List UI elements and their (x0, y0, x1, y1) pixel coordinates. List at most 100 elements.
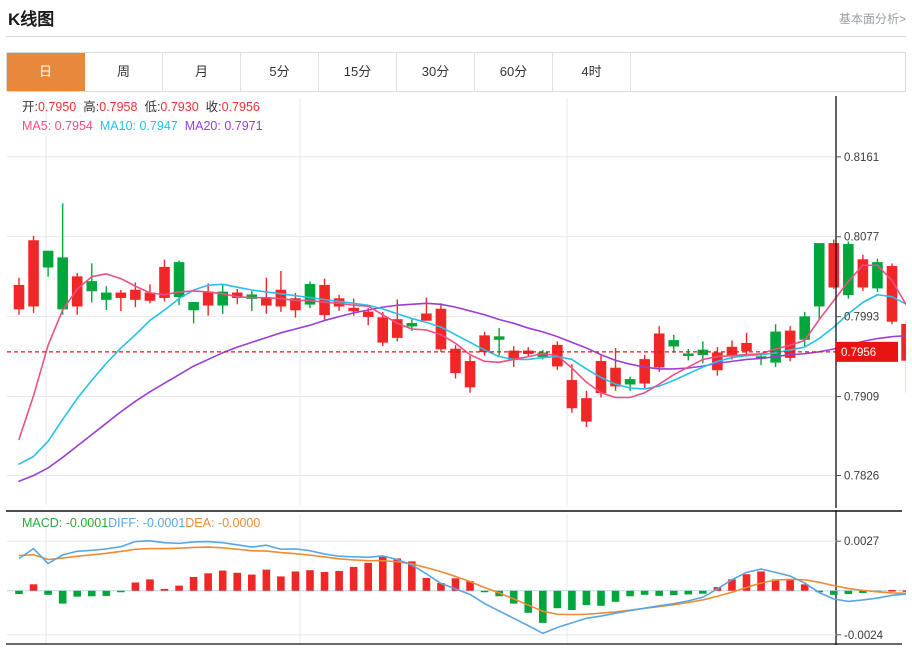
macd-histogram-bar (408, 561, 416, 591)
header-divider (6, 36, 906, 37)
macd-histogram-bar (175, 585, 183, 591)
kline-chart-svg[interactable]: 0.8161 0.8077 0.7993 0.7909 0.7826 0.7956 0.00… (6, 92, 906, 645)
candle-body[interactable] (421, 313, 432, 321)
page-title: K线图 (8, 10, 55, 29)
macd-histogram-bar (437, 583, 445, 591)
macd-histogram-bar (204, 573, 212, 591)
candle-body[interactable] (71, 276, 83, 307)
macd-histogram-bar (684, 590, 693, 595)
candle-body[interactable] (828, 243, 840, 288)
macd-histogram-bar (320, 572, 329, 591)
macd-histogram-bar (364, 562, 372, 591)
macd-histogram-bar (728, 579, 736, 591)
candle-body[interactable] (610, 367, 621, 387)
candle-body[interactable] (639, 359, 650, 384)
macd-histogram-bar (597, 590, 605, 606)
tab-周[interactable]: 周 (85, 53, 163, 91)
candle-body[interactable] (115, 292, 127, 298)
macd-histogram-bar (131, 582, 140, 591)
macd-histogram-bar (146, 579, 154, 591)
macd-histogram-bar (800, 584, 809, 591)
candle-body[interactable] (188, 302, 199, 311)
macd-histogram-bar (582, 590, 591, 606)
macd-histogram-bar (669, 590, 678, 596)
current-price-tag (836, 341, 898, 362)
candle-body[interactable] (13, 284, 25, 310)
candle-body[interactable] (813, 243, 825, 307)
tab-30分[interactable]: 30分 (397, 53, 475, 91)
candle-body[interactable] (624, 379, 636, 385)
macd-histogram-bar (15, 590, 23, 595)
macd-histogram-bar (335, 570, 343, 591)
tab-4时[interactable]: 4时 (553, 53, 631, 91)
candle-body[interactable] (872, 262, 883, 289)
candle-body[interactable] (362, 311, 374, 317)
candle-body[interactable] (86, 281, 98, 292)
macd-histogram-bar (102, 590, 111, 596)
candle-body[interactable] (450, 348, 461, 374)
macd-histogram-bar (277, 576, 285, 591)
macd-histogram-bar (160, 588, 169, 591)
tab-15分[interactable]: 15分 (319, 53, 397, 91)
candle-body[interactable] (493, 336, 505, 340)
candle-body[interactable] (391, 319, 403, 338)
candle-body[interactable] (886, 265, 898, 322)
macd-histogram-bar (378, 556, 387, 591)
macd-histogram-bar (771, 579, 780, 591)
macd-histogram-bar (815, 590, 824, 593)
macd-histogram-bar (539, 590, 547, 623)
candle-body[interactable] (653, 333, 665, 368)
macd-histogram-bar (58, 590, 67, 604)
candle-body[interactable] (28, 240, 39, 307)
diff-line (18, 540, 906, 635)
candle-body[interactable] (857, 259, 869, 288)
ma10-line (18, 283, 906, 465)
candle-body[interactable] (290, 298, 301, 311)
candle-body[interactable] (377, 317, 389, 343)
macd-histogram-bar (844, 590, 853, 595)
macd-histogram-bar (611, 590, 620, 602)
candle-body[interactable] (464, 361, 476, 388)
fundamental-analysis-link[interactable]: 基本面分析> (838, 12, 906, 26)
candle-body[interactable] (261, 297, 272, 306)
price-tick-label-3: 0.7909 (844, 392, 879, 404)
macd-tick-label-0: 0.0027 (844, 536, 879, 548)
candle-body[interactable] (843, 244, 854, 296)
tab-月[interactable]: 月 (163, 53, 241, 91)
candle-body[interactable] (159, 266, 170, 298)
macd-histogram-bar (524, 590, 533, 613)
macd-histogram-bar (830, 590, 838, 595)
macd-tick-label-1: -0.0024 (844, 630, 884, 642)
price-tick-label-0: 0.8161 (844, 152, 879, 164)
candle-body[interactable] (668, 340, 680, 347)
tab-60分[interactable]: 60分 (475, 53, 553, 91)
candle-body[interactable] (348, 307, 359, 312)
ma5-line (18, 264, 906, 441)
candle-body[interactable] (566, 380, 578, 409)
candle-body[interactable] (217, 291, 228, 306)
candle-body[interactable] (406, 323, 418, 327)
candle-body[interactable] (304, 284, 316, 305)
macd-histogram-bar (117, 590, 125, 593)
price-tick-label-4: 0.7826 (844, 471, 879, 483)
candle-body[interactable] (581, 398, 592, 422)
candle-body[interactable] (101, 292, 112, 300)
candle-body[interactable] (901, 323, 906, 361)
tab-日[interactable]: 日 (7, 53, 85, 91)
macd-histogram-bar (44, 590, 52, 595)
candle-body[interactable] (741, 342, 752, 352)
macd-histogram-bar (248, 574, 256, 591)
price-tick-label-2: 0.7993 (844, 312, 879, 324)
candle-body[interactable] (42, 250, 54, 268)
macd-histogram-bar (888, 590, 896, 592)
candle-body[interactable] (682, 353, 694, 356)
candle-body[interactable] (173, 262, 185, 297)
candle-body[interactable] (57, 257, 68, 310)
macd-histogram-bar (218, 570, 227, 591)
chart-container: 0.8161 0.8077 0.7993 0.7909 0.7826 0.7956 0.00… (6, 92, 906, 645)
macd-histogram-bar (87, 590, 96, 597)
macd-histogram-bar (509, 590, 518, 604)
candle-body[interactable] (130, 289, 141, 300)
tab-5分[interactable]: 5分 (241, 53, 319, 91)
candle-body[interactable] (202, 291, 214, 306)
